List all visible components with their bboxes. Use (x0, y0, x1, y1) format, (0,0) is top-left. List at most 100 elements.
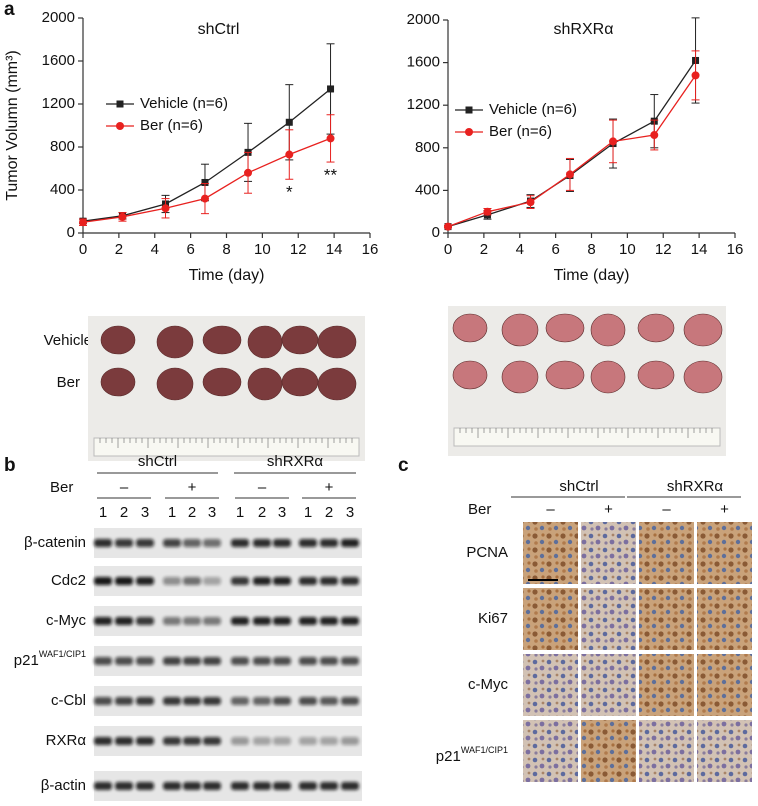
y-tick-label: 800 (50, 138, 75, 155)
marker (285, 150, 294, 159)
marker (483, 207, 492, 216)
row-label-name: β-catenin (24, 534, 86, 551)
band (253, 577, 271, 585)
band (115, 539, 133, 547)
band (299, 617, 317, 625)
y-tick-label: 800 (415, 139, 440, 156)
band (320, 539, 338, 547)
marker (79, 218, 87, 227)
lane-label: 2 (258, 504, 266, 521)
band (253, 657, 271, 665)
band (253, 697, 271, 705)
lane-label: 1 (99, 504, 107, 521)
x-tick-label: 4 (516, 241, 524, 258)
treatment-sign: – (546, 501, 555, 518)
ihc-image (639, 588, 694, 650)
band (163, 617, 181, 625)
marker (650, 131, 659, 140)
band (115, 737, 133, 745)
lane-label: 1 (236, 504, 244, 521)
row-label-name: β-actin (41, 777, 86, 794)
treatment-sign: – (258, 479, 267, 496)
band (299, 539, 317, 547)
series-line (447, 75, 697, 228)
series-line (447, 60, 697, 228)
y-tick-label: 0 (432, 224, 440, 241)
band (253, 617, 271, 625)
tumor (317, 367, 357, 401)
tumor (452, 313, 488, 343)
band (320, 782, 338, 790)
band (163, 657, 181, 665)
band (231, 657, 249, 665)
marker (444, 222, 452, 231)
ihc-image (581, 522, 636, 584)
y-tick-label: 2000 (42, 9, 75, 26)
band (341, 737, 359, 745)
band (94, 577, 112, 585)
band (203, 617, 221, 625)
x-axis-label: Time (day) (189, 267, 265, 284)
photo-row-label: Ber (57, 374, 80, 391)
lane-label: 3 (141, 504, 149, 521)
photo-row-label: Vehicle (44, 332, 92, 349)
legend-label: Vehicle (n=6) (489, 101, 577, 118)
row-label-superscript: WAF1/CIP1 (461, 745, 508, 755)
band (341, 577, 359, 585)
panel-label: a (4, 0, 15, 20)
band (231, 577, 249, 585)
band (183, 697, 201, 705)
chart-title: shRXRα (554, 21, 614, 38)
tumor (637, 360, 675, 390)
band (136, 657, 154, 665)
band (341, 539, 359, 547)
band (231, 539, 249, 547)
treatment-label: Ber (50, 479, 73, 496)
marker (609, 137, 618, 146)
x-tick-label: 16 (362, 241, 379, 258)
band (320, 577, 338, 585)
band (136, 737, 154, 745)
band (136, 577, 154, 585)
legend-label: Ber (n=6) (140, 117, 203, 134)
tumor (545, 313, 585, 343)
tumor (683, 313, 723, 347)
marker (116, 100, 124, 108)
band (273, 539, 291, 547)
marker (200, 194, 209, 203)
band (136, 782, 154, 790)
row-label-name: p21 (14, 652, 39, 669)
marker (465, 106, 473, 114)
tumor (545, 360, 585, 390)
ihc-image (639, 654, 694, 716)
treatment-label: Ber (468, 501, 491, 518)
tumor (247, 325, 283, 359)
band (273, 697, 291, 705)
y-tick-label: 1600 (407, 54, 440, 71)
band (183, 737, 201, 745)
row-label: p21WAF1/CIP1 (436, 745, 508, 765)
band (253, 539, 271, 547)
annotation: ** (324, 166, 338, 185)
marker (118, 212, 127, 221)
x-tick-label: 10 (254, 241, 271, 258)
treatment-sign: + (604, 501, 613, 518)
band (253, 737, 271, 745)
chart-title: shCtrl (198, 21, 240, 38)
band (203, 539, 221, 547)
tumor (100, 325, 136, 355)
group-label: shCtrl (138, 453, 177, 470)
tumor (202, 325, 242, 355)
row-label: c-Myc (46, 612, 86, 629)
tumor (202, 367, 242, 397)
band (320, 737, 338, 745)
treatment-sign: – (662, 501, 671, 518)
x-tick-label: 8 (587, 241, 595, 258)
row-label: PCNA (466, 544, 508, 561)
row-label-name: RXRα (46, 732, 87, 749)
lane-label: 2 (188, 504, 196, 521)
tumor (452, 360, 488, 390)
lane-label: 3 (346, 504, 354, 521)
row-label: Ki67 (478, 610, 508, 627)
